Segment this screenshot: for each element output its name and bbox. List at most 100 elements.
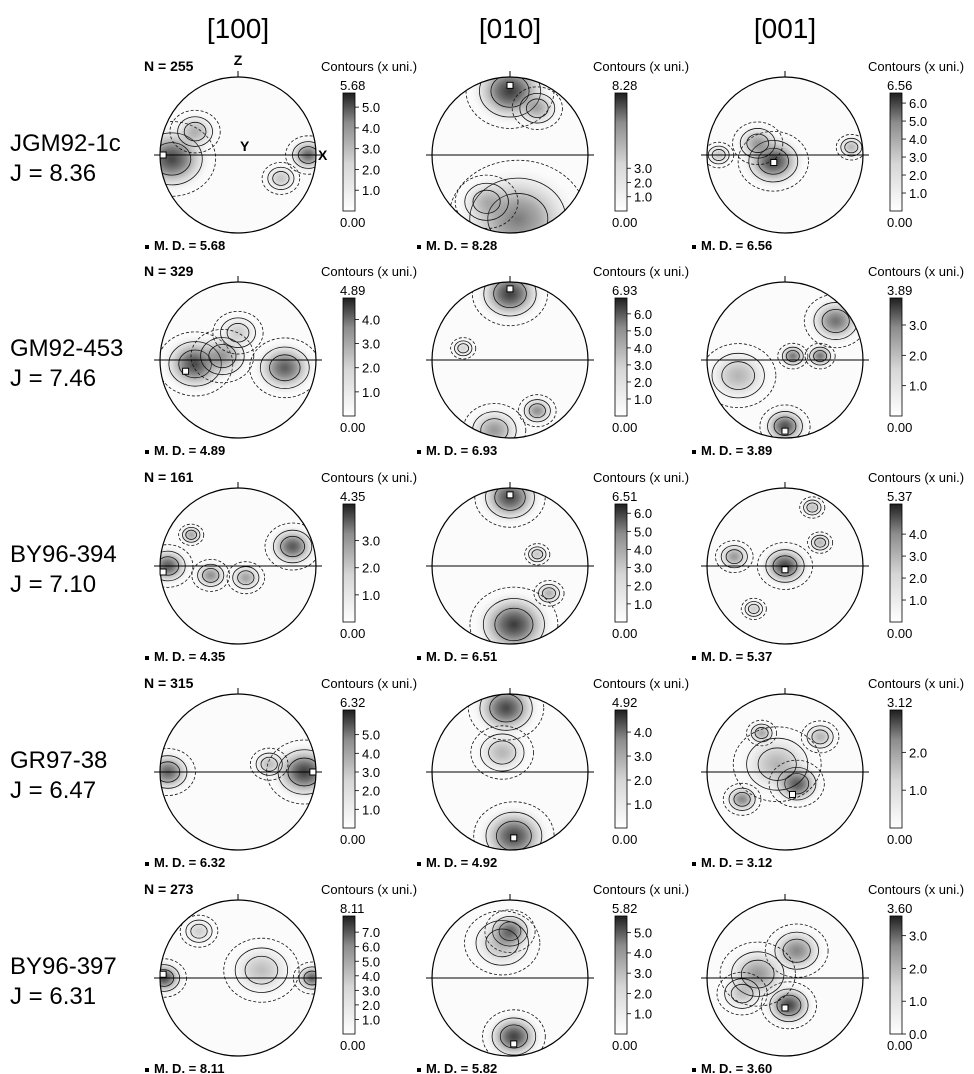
scale-tick-label: 3.0 [634,749,652,764]
contour-line [715,540,754,574]
scale-tick-label: 1.0 [362,385,380,400]
color-scale-bar [342,503,356,623]
contour-line [474,488,546,528]
density-blob [763,407,807,438]
density-shading [716,923,829,1030]
contour-line [785,350,800,363]
z-axis-label: Z [234,52,243,68]
max-density-marker [506,285,514,293]
scale-tick-label: 2.0 [909,961,927,976]
contour-line [178,523,205,546]
pole-figure-outline [706,76,864,234]
density-blob [228,942,295,999]
contours-title: Contours (x uni.) [593,882,689,897]
contour-line [716,971,768,1016]
density-shading [707,293,863,438]
scale-min: 0.00 [887,215,912,230]
scale-tick-label: 2.0 [362,361,380,376]
contour-line [160,142,192,176]
scale-tick-label: 3.0 [362,983,380,998]
contour-line [511,86,563,130]
scale-min: 0.00 [612,626,637,641]
contour-line [160,132,203,186]
density-blob [526,545,549,564]
scale-tick-label: 1.0 [634,1007,652,1022]
texture-index: J = 7.10 [10,571,96,598]
density-blob [467,406,522,438]
contours-title: Contours (x uni.) [868,676,964,691]
max-density-label: M. D. = 8.11 [154,1061,224,1074]
max-density-label: M. D. = 3.12 [701,855,772,870]
texture-index: J = 6.47 [10,777,96,804]
contour-line [804,342,836,370]
scale-tick-label: 3.0 [634,161,652,176]
pole-figure-outline [431,487,589,645]
md-bullet [145,450,149,454]
max-density-label: M. D. = 3.89 [701,443,772,458]
density-blob [182,917,216,946]
md-bullet [692,862,696,866]
sample-row: BY96-397 J = 6.31 N = 273 M. D. = 8.11 Conto… [10,881,964,1074]
max-density-label: M. D. = 6.93 [426,443,497,458]
contour-line [249,747,289,781]
scale-tick-label: 1.0 [362,183,380,198]
contour-line [518,394,557,428]
density-blob [725,785,759,814]
color-scale-bar [614,915,628,1035]
scale-min: 0.00 [340,626,365,641]
scale-tick-label: 2.0 [634,175,652,190]
scale-tick-label: 6.0 [634,307,652,322]
density-shading [160,739,316,805]
pole-figure: M. D. = 6.93 Contours (x uni.) 6.93 6.0 5.0 4… [417,264,689,458]
pole-figure-outline [706,487,864,645]
sample-row: BY96-394 J = 7.10 N = 161 M. D. = 4.35 Conto… [10,469,964,664]
density-blob [720,975,764,1013]
contour-line [190,923,208,939]
density-blob [459,178,514,226]
md-bullet [417,1068,421,1072]
contour-line [733,791,751,807]
scale-tick-label: 7.0 [362,925,380,940]
scale-max: 6.32 [340,695,365,710]
pole-figure: N = 273 M. D. = 8.11 Contours (x uni.) 8.11… [144,881,417,1074]
scale-tick-label: 1.0 [634,797,652,812]
scale-tick-label: 1.0 [634,392,652,407]
contour-line [799,496,826,519]
contour-line [711,352,765,399]
contours-title: Contours (x uni.) [593,59,689,74]
pole-figure-outline [706,693,864,851]
contour-line [272,171,290,186]
contour-line [220,317,256,348]
contour-line [191,558,230,592]
max-density-marker [770,158,778,166]
scale-min: 0.00 [887,832,912,847]
scale-max: 3.60 [887,901,912,916]
contour-line [493,282,527,309]
contour-line [807,531,834,554]
contour-line [533,580,565,607]
contour-line [485,928,519,958]
contour-line [739,128,776,159]
contour-line [806,725,834,749]
contour-line [732,726,822,802]
scale-max: 6.51 [612,489,637,504]
scale-tick-label: 6.0 [909,96,927,111]
scale-tick-label: 5.0 [634,524,652,539]
contour-line [744,601,763,617]
pole-figure: N = 315 M. D. = 6.32 Contours (x uni.) 6.32… [144,675,417,870]
density-blob [474,729,530,776]
scale-tick-label: 2.0 [362,162,380,177]
scale-tick-label: 4.0 [909,527,927,542]
contour-line [814,537,826,548]
scale-tick-label: 3.0 [909,549,927,564]
scale-tick-label: 1.0 [909,379,927,394]
md-bullet [692,245,696,249]
pole-figure: M. D. = 6.56 Contours (x uni.) 6.56 6.0 5.0 4… [692,59,964,253]
scale-min: 0.00 [887,626,912,641]
color-scale-bar [889,503,903,623]
contour-line [811,729,829,745]
pole-figure: M. D. = 4.92 Contours (x uni.) 4.92 4.0 3.0 2… [417,676,689,870]
max-density-marker [309,768,317,776]
scale-tick-label: 4.0 [362,121,380,136]
